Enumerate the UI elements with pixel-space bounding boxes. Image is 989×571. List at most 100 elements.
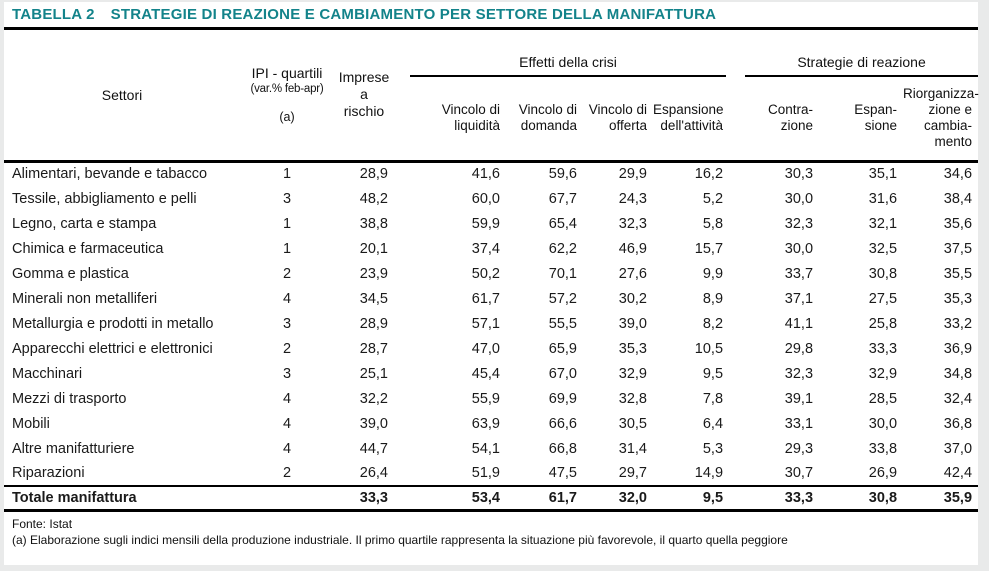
value-cell: 35,1 bbox=[868, 166, 898, 183]
value-cell: 45,4 bbox=[471, 365, 500, 382]
value-cell: 27,6 bbox=[618, 265, 647, 282]
value-cell: 32,2 bbox=[359, 390, 388, 407]
header-line: liquidità bbox=[454, 118, 500, 134]
value-cell: 53,4 bbox=[394, 485, 506, 510]
table-title-text: STRATEGIE DI REAZIONE E CAMBIAMENTO PER … bbox=[110, 6, 717, 23]
value-cell: 29,7 bbox=[618, 465, 647, 481]
value-cell: 66,8 bbox=[548, 440, 577, 457]
value-cell: 9,5 bbox=[653, 485, 730, 510]
value-cell: 30,0 bbox=[784, 240, 814, 257]
value-cell: 32,0 bbox=[583, 485, 653, 510]
value-cell: 32,9 bbox=[618, 365, 647, 382]
value-cell: 38,4 bbox=[943, 190, 973, 207]
value-cell: 33,3 bbox=[334, 485, 394, 510]
value-cell: 30,5 bbox=[618, 415, 647, 432]
value-cell bbox=[240, 485, 334, 510]
table-total-row: Totale manifattura 33,3 53,4 61,7 32,0 9,5 33,… bbox=[4, 485, 979, 510]
sector-cell: Apparecchi elettrici e elettronici bbox=[12, 340, 213, 357]
col-header-ipi-quartili: IPI - quartili (var.% feb-apr) (a) bbox=[240, 30, 334, 163]
ipi-header-line2: (var.% feb-apr) bbox=[250, 82, 324, 95]
value-cell: 30,0 bbox=[868, 415, 898, 432]
value-cell: 33,1 bbox=[784, 415, 814, 432]
value-cell: 31,6 bbox=[868, 190, 898, 207]
value-cell: 3 bbox=[282, 190, 292, 207]
table-number-label: TABELLA 2 bbox=[12, 6, 95, 23]
col-header-vincolo-offerta: Vincolo di offerta bbox=[583, 77, 653, 163]
value-cell: 1 bbox=[282, 240, 292, 257]
value-cell: 33,7 bbox=[784, 265, 814, 282]
value-cell: 28,9 bbox=[359, 315, 388, 332]
header-group-row: Settori IPI - quartili (var.% feb-apr) (… bbox=[4, 30, 979, 163]
value-cell: 32,1 bbox=[868, 215, 898, 232]
header-line: zione bbox=[780, 118, 814, 134]
table-header: Settori IPI - quartili (var.% feb-apr) (… bbox=[4, 30, 979, 163]
value-cell: 39,1 bbox=[784, 390, 814, 407]
sector-cell: Tessile, abbigliamento e pelli bbox=[12, 190, 197, 207]
value-cell: 25,8 bbox=[868, 315, 898, 332]
group-label-strategie: Strategie di reazione bbox=[797, 54, 926, 70]
header-line: Vincolo di bbox=[441, 102, 500, 118]
value-cell: 57,2 bbox=[548, 290, 577, 307]
value-cell: 23,9 bbox=[359, 265, 388, 282]
ipi-header-line1: IPI - quartili bbox=[251, 64, 323, 81]
value-cell: 32,8 bbox=[618, 390, 647, 407]
value-cell: 8,9 bbox=[702, 290, 724, 307]
sector-cell: Mezzi di trasporto bbox=[12, 390, 127, 407]
value-cell: 26,9 bbox=[868, 465, 898, 481]
value-cell: 44,7 bbox=[359, 440, 388, 457]
table-row: Tessile, abbigliamento e pelli 3 48,2 60,0 6… bbox=[4, 186, 978, 211]
header-line: zione e bbox=[928, 102, 973, 118]
table-row: Altre manifatturiere 4 44,7 54,1 66,8 31,4 5,3… bbox=[4, 436, 978, 461]
value-cell: 32,4 bbox=[943, 390, 973, 407]
value-cell: 28,9 bbox=[359, 166, 388, 183]
value-cell: 1 bbox=[282, 215, 292, 232]
value-cell: 67,0 bbox=[548, 365, 577, 382]
value-cell: 35,3 bbox=[943, 290, 973, 307]
value-cell: 7,8 bbox=[702, 390, 724, 407]
value-cell: 65,9 bbox=[548, 340, 577, 357]
value-cell: 67,7 bbox=[548, 190, 577, 207]
sector-cell: Macchinari bbox=[12, 365, 83, 382]
value-cell: 24,3 bbox=[618, 190, 647, 207]
value-cell: 35,3 bbox=[618, 340, 647, 357]
header-line: offerta bbox=[608, 118, 647, 134]
value-cell: 51,9 bbox=[471, 465, 500, 481]
value-cell: 2 bbox=[282, 265, 292, 282]
value-cell: 4 bbox=[282, 440, 292, 457]
table-row: Gomma e plastica 2 23,9 50,2 70,1 27,6 9,9 33,7… bbox=[4, 261, 978, 286]
value-cell: 16,2 bbox=[694, 166, 724, 183]
value-cell: 36,8 bbox=[943, 415, 973, 432]
value-cell: 30,2 bbox=[618, 290, 647, 307]
imprese-header-line1: Imprese a bbox=[338, 69, 390, 103]
value-cell: 32,5 bbox=[868, 240, 898, 257]
value-cell: 3 bbox=[282, 315, 292, 332]
value-cell: 39,0 bbox=[618, 315, 647, 332]
value-cell: 36,9 bbox=[943, 340, 973, 357]
value-cell: 38,8 bbox=[359, 215, 388, 232]
header-line: Espansione bbox=[653, 102, 724, 118]
value-cell: 33,3 bbox=[868, 340, 898, 357]
value-cell: 15,7 bbox=[694, 240, 724, 257]
value-cell: 25,1 bbox=[359, 365, 388, 382]
value-cell: 20,1 bbox=[359, 240, 388, 257]
value-cell: 14,9 bbox=[694, 465, 724, 481]
value-cell: 8,2 bbox=[702, 315, 724, 332]
value-cell: 50,2 bbox=[471, 265, 500, 282]
value-cell: 65,4 bbox=[548, 215, 577, 232]
value-cell: 35,5 bbox=[943, 265, 973, 282]
sector-cell: Totale manifattura bbox=[4, 485, 240, 510]
value-cell: 9,9 bbox=[702, 265, 724, 282]
value-cell: 37,5 bbox=[943, 240, 973, 257]
table-row: Metallurgia e prodotti in metallo 3 28,9 57… bbox=[4, 311, 978, 336]
sector-cell: Legno, carta e stampa bbox=[12, 215, 157, 232]
value-cell: 32,3 bbox=[784, 365, 814, 382]
value-cell: 59,9 bbox=[471, 215, 500, 232]
col-header-imprese-a-rischio: Imprese a rischio bbox=[334, 30, 394, 163]
value-cell: 66,6 bbox=[548, 415, 577, 432]
sector-cell: Alimentari, bevande e tabacco bbox=[12, 166, 208, 183]
value-cell: 39,0 bbox=[359, 415, 388, 432]
value-cell: 34,6 bbox=[943, 166, 973, 183]
sector-cell: Altre manifatturiere bbox=[12, 440, 135, 457]
value-cell: 3 bbox=[282, 365, 292, 382]
group-header-effetti-della-crisi: Effetti della crisi bbox=[394, 30, 729, 77]
